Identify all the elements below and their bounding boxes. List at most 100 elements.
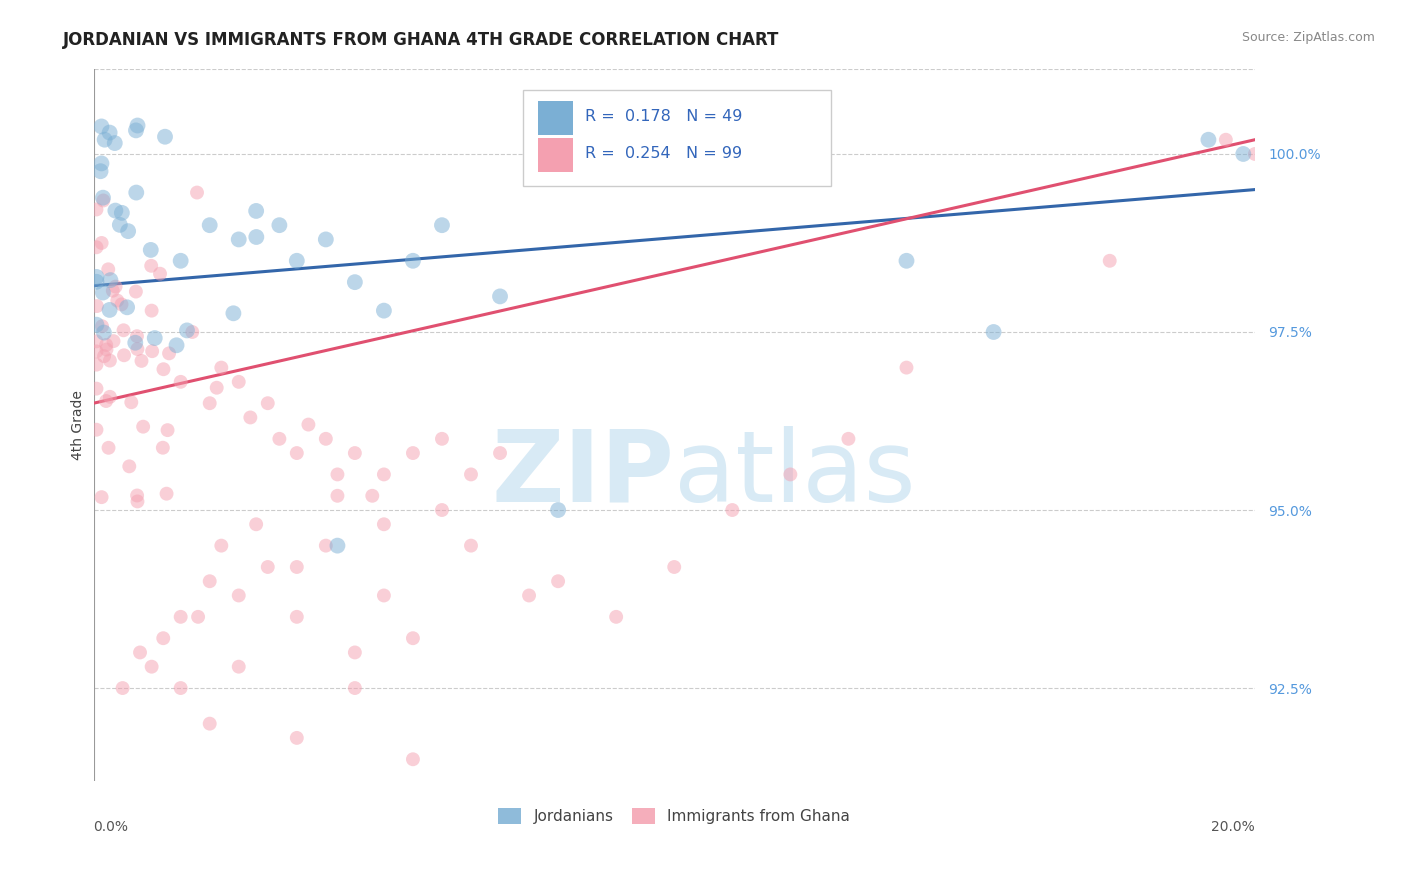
Point [131,354,153,368]
Point [98,126,121,140]
Point [141,303,163,318]
Point [779,467,801,482]
Point [94,394,117,409]
Text: Source: ZipAtlas.com: Source: ZipAtlas.com [1241,31,1375,45]
Point [117,224,139,238]
Point [547,503,569,517]
Point [430,432,453,446]
Point [108,218,131,232]
Point [127,488,149,502]
Point [837,432,859,446]
Point [115,301,138,315]
Point [86,344,108,359]
Point [1244,147,1267,161]
Point [605,610,627,624]
Point [170,610,193,624]
Point [90,490,112,504]
Point [141,344,163,359]
Point [402,446,425,460]
Text: R =  0.254   N = 99: R = 0.254 N = 99 [585,146,742,161]
Point [361,489,384,503]
Point [90,164,112,178]
Point [187,610,209,624]
Point [93,326,115,340]
Point [896,253,918,268]
Point [489,446,512,460]
Point [112,348,135,362]
Point [209,360,232,375]
Point [155,486,177,500]
Point [104,136,127,150]
Point [86,334,108,349]
Text: R =  0.178   N = 49: R = 0.178 N = 49 [585,109,742,124]
FancyBboxPatch shape [523,90,831,186]
Point [373,517,395,532]
Point [326,539,349,553]
Text: ZIP: ZIP [491,425,675,523]
Point [402,253,425,268]
Point [186,186,208,200]
Point [91,285,114,300]
Text: 0.0%: 0.0% [94,820,128,834]
Legend: Jordanians, Immigrants from Ghana: Jordanians, Immigrants from Ghana [492,802,856,830]
Point [228,589,250,603]
Point [297,417,319,432]
Point [460,467,482,482]
Point [1232,147,1254,161]
Point [198,574,221,589]
Point [285,610,308,624]
Point [176,323,198,337]
Point [112,323,135,337]
Point [239,410,262,425]
Point [402,752,425,766]
Point [285,446,308,460]
Point [547,574,569,589]
Point [489,289,512,303]
Point [86,299,108,313]
Point [170,681,193,695]
Point [245,203,267,218]
Point [517,589,540,603]
Point [166,338,188,352]
Point [91,191,114,205]
Point [256,396,278,410]
Point [153,129,176,144]
Point [86,269,108,284]
Point [104,279,127,293]
Point [170,253,193,268]
Point [120,395,142,409]
Point [373,303,395,318]
Point [143,331,166,345]
Point [124,335,146,350]
Point [91,319,114,334]
Y-axis label: 4th Grade: 4th Grade [72,390,86,459]
Point [90,235,112,250]
Point [103,334,125,348]
Point [104,203,127,218]
Point [326,489,349,503]
Text: atlas: atlas [675,425,915,523]
Point [228,375,250,389]
FancyBboxPatch shape [538,137,574,172]
Point [170,375,193,389]
Point [256,560,278,574]
Point [228,232,250,246]
Point [125,123,148,137]
Point [125,285,148,299]
Point [86,358,108,372]
Point [343,681,366,695]
Point [97,262,120,277]
Point [198,716,221,731]
Point [96,338,118,352]
Point [245,517,267,532]
Point [198,396,221,410]
Text: 20.0%: 20.0% [1211,820,1256,834]
Point [326,467,349,482]
Point [285,560,308,574]
Point [129,645,152,659]
Point [315,539,337,553]
Point [97,441,120,455]
Point [110,297,132,311]
Point [152,362,174,376]
Point [983,325,1005,339]
